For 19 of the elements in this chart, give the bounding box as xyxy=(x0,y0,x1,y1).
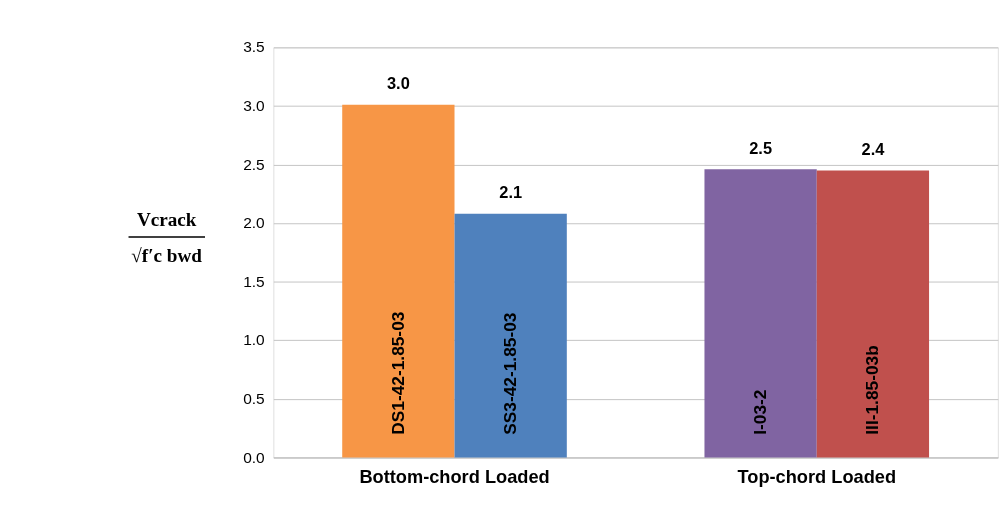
x-tick-label: Top-chord Loaded xyxy=(737,467,897,488)
data-label: 2.4 xyxy=(861,139,886,158)
y-tick-label: 0.0 xyxy=(243,448,265,466)
y-tick-label: 2.0 xyxy=(243,214,265,232)
series-label: DS1-42-1.85-03 xyxy=(387,311,408,435)
y-tick-label: 2.5 xyxy=(243,155,265,173)
data-label: 3.0 xyxy=(386,74,410,93)
data-label: 2.5 xyxy=(749,138,773,157)
series-label: I-03-2 xyxy=(750,389,771,435)
y-tick-label: 1.5 xyxy=(243,272,265,290)
y-tick-label: 3.0 xyxy=(243,96,265,114)
y-tick-label: 3.5 xyxy=(243,38,265,56)
y-axis-title: Vcrack √f′c bwd xyxy=(131,209,203,267)
y-tick-label: 0.5 xyxy=(243,389,265,407)
series-label: SS3-42-1.85-03 xyxy=(500,312,521,435)
series-label: III-1.85-03b xyxy=(862,345,883,435)
x-tick-label: Bottom-chord Loaded xyxy=(359,467,550,488)
data-label: 2.1 xyxy=(499,183,523,202)
y-tick-label: 1.0 xyxy=(243,331,265,349)
